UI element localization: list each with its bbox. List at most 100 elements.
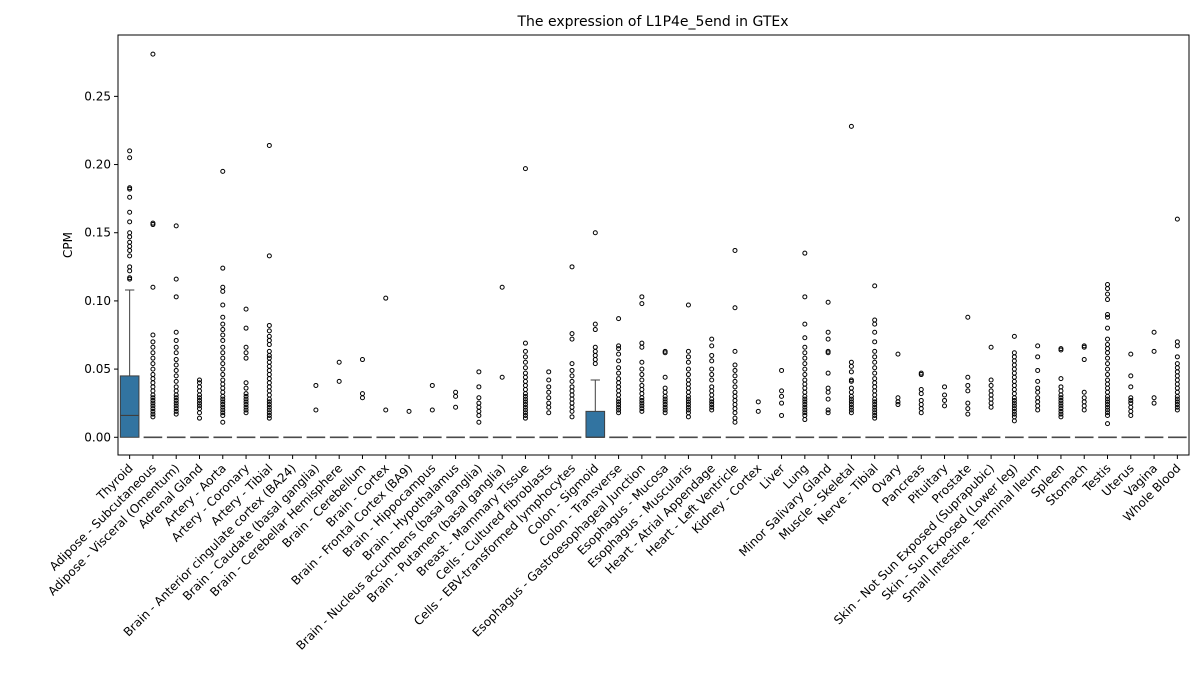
outlier-point	[1011, 418, 1017, 424]
outlier-point	[522, 340, 528, 346]
outlier-point	[569, 396, 575, 402]
outlier-point	[662, 396, 668, 402]
outlier-point	[1035, 403, 1041, 409]
outlier-point	[266, 376, 272, 382]
outlier-point	[522, 404, 528, 410]
outlier-point	[522, 166, 528, 172]
outlier-point	[709, 396, 715, 402]
outlier-point	[1151, 329, 1157, 335]
outlier-point	[266, 392, 272, 398]
box-6	[260, 142, 279, 439]
outlier-point	[616, 410, 622, 416]
outlier-point	[1105, 410, 1111, 416]
outlier-point	[1011, 411, 1017, 417]
outlier-point	[616, 365, 622, 371]
outlier-point	[965, 406, 971, 412]
outlier-point	[173, 350, 179, 356]
outlier-point	[685, 359, 691, 365]
outlier-point	[1035, 378, 1041, 384]
box-19	[562, 264, 582, 439]
outlier-point	[569, 388, 575, 394]
outlier-point	[220, 344, 226, 350]
box-45	[1168, 216, 1187, 439]
outlier-point	[616, 376, 622, 382]
box-43	[1121, 351, 1141, 439]
outlier-point	[150, 384, 156, 390]
outlier-point	[825, 407, 831, 413]
outlier-point	[220, 389, 226, 395]
outlier-point	[1058, 397, 1064, 403]
outlier-point	[616, 396, 622, 402]
outlier-point	[196, 397, 202, 403]
outlier-point	[616, 351, 622, 357]
outlier-point	[616, 388, 622, 394]
outlier-point	[685, 404, 691, 410]
outlier-point	[918, 402, 924, 408]
box-27	[748, 399, 768, 439]
outlier-point	[220, 366, 226, 372]
outlier-point	[1174, 361, 1180, 367]
outlier-point	[220, 396, 226, 402]
outlier-point	[1035, 343, 1041, 349]
outlier-point	[546, 400, 552, 406]
outlier-point	[196, 384, 202, 390]
box-0	[119, 148, 140, 438]
outlier-point	[1011, 362, 1017, 368]
outlier-point	[150, 366, 156, 372]
outlier-point	[266, 404, 272, 410]
outlier-point	[848, 359, 854, 365]
outlier-point	[569, 404, 575, 410]
outlier-point	[1174, 365, 1180, 371]
outlier-point	[196, 392, 202, 398]
box-36	[958, 314, 978, 439]
outlier-point	[918, 391, 924, 397]
outlier-point	[453, 404, 459, 410]
outlier-point	[220, 288, 226, 294]
outlier-point	[639, 372, 645, 378]
outlier-point	[1174, 396, 1180, 402]
box-9	[329, 359, 349, 439]
outlier-point	[825, 329, 831, 335]
outlier-point	[1035, 395, 1041, 401]
outlier-point	[150, 376, 156, 382]
box-11	[376, 295, 396, 439]
outlier-point	[1011, 333, 1017, 339]
outlier-point	[127, 264, 133, 270]
outlier-point	[616, 402, 622, 408]
outlier-point	[872, 321, 878, 327]
outlier-point	[1151, 395, 1157, 401]
outlier-point	[825, 410, 831, 416]
outlier-point	[220, 419, 226, 425]
box-15	[469, 369, 489, 439]
box-21	[609, 316, 628, 439]
outlier-point	[1011, 406, 1017, 412]
outlier-point	[476, 400, 482, 406]
outlier-point	[825, 396, 831, 402]
outlier-point	[802, 399, 808, 405]
outlier-point	[1058, 403, 1064, 409]
outlier-point	[662, 393, 668, 399]
outlier-point	[150, 411, 156, 417]
outlier-point	[522, 365, 528, 371]
outlier-point	[522, 370, 528, 376]
outlier-point	[1058, 414, 1064, 420]
outlier-point	[802, 402, 808, 408]
outlier-point	[988, 392, 994, 398]
outlier-point	[1081, 395, 1087, 401]
outlier-point	[220, 361, 226, 367]
outlier-point	[1011, 354, 1017, 360]
outlier-point	[918, 410, 924, 416]
outlier-point	[173, 395, 179, 401]
outlier-point	[592, 344, 598, 350]
outlier-point	[1174, 381, 1180, 387]
outlier-point	[220, 412, 226, 418]
outlier-point	[522, 359, 528, 365]
box-5	[236, 306, 256, 439]
outlier-point	[1011, 397, 1017, 403]
outlier-point	[709, 407, 715, 413]
outlier-point	[616, 343, 622, 349]
outlier-point	[1105, 402, 1111, 408]
outlier-point	[173, 388, 179, 394]
outlier-point	[383, 407, 389, 413]
